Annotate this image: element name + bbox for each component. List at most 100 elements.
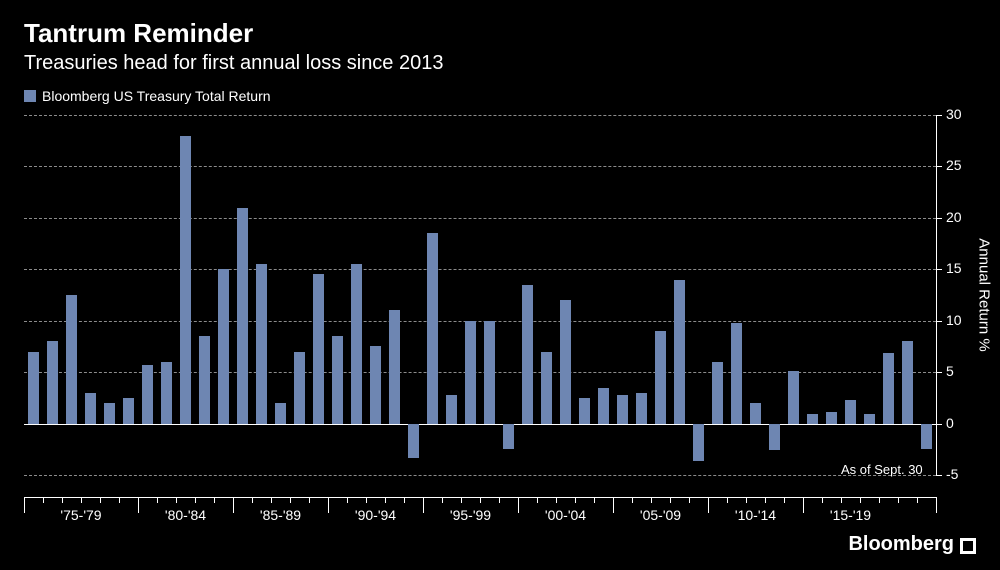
bar xyxy=(693,424,705,461)
bar xyxy=(199,336,211,423)
x-minor-tick xyxy=(195,497,196,503)
x-minor-tick xyxy=(651,497,652,503)
bar xyxy=(826,412,838,423)
legend: Bloomberg US Treasury Total Return xyxy=(24,88,271,104)
x-minor-tick xyxy=(290,497,291,503)
chart-container: Tantrum Reminder Treasuries head for fir… xyxy=(0,0,1000,570)
y-tick-mark xyxy=(936,115,942,116)
x-minor-tick xyxy=(784,497,785,503)
bar xyxy=(256,264,268,423)
y-tick-mark xyxy=(936,269,942,270)
legend-swatch xyxy=(24,90,36,102)
bar xyxy=(788,371,800,423)
bar xyxy=(883,353,895,424)
x-major-tick xyxy=(423,497,424,513)
y-tick-mark xyxy=(936,424,942,425)
zero-line xyxy=(24,424,936,425)
x-group-label: '15-'19 xyxy=(830,507,871,523)
bar xyxy=(541,352,553,424)
bar xyxy=(427,233,439,423)
source-label: Bloomberg xyxy=(848,533,954,556)
bar xyxy=(522,285,534,424)
x-minor-tick xyxy=(860,497,861,503)
x-minor-tick xyxy=(176,497,177,503)
x-minor-tick xyxy=(309,497,310,503)
x-group-label: '95-'99 xyxy=(450,507,491,523)
bar xyxy=(389,310,401,423)
bar xyxy=(237,208,249,424)
bar xyxy=(408,424,420,458)
x-group-label: '75-'79 xyxy=(60,507,101,523)
x-minor-tick xyxy=(252,497,253,503)
x-major-tick xyxy=(708,497,709,513)
bar xyxy=(66,295,78,424)
bar xyxy=(446,395,458,424)
gridline xyxy=(24,115,936,116)
y-tick-label: 20 xyxy=(946,209,996,225)
bar xyxy=(579,398,591,424)
x-minor-tick xyxy=(214,497,215,503)
y-tick-mark xyxy=(936,372,942,373)
x-minor-tick xyxy=(575,497,576,503)
bar xyxy=(712,362,724,424)
y-tick-label: 5 xyxy=(946,363,996,379)
y-tick-label: 30 xyxy=(946,106,996,122)
bar xyxy=(123,398,135,424)
bar xyxy=(845,400,857,424)
bar xyxy=(142,365,154,424)
x-minor-tick xyxy=(366,497,367,503)
bar xyxy=(313,274,325,423)
x-minor-tick xyxy=(917,497,918,503)
x-minor-tick xyxy=(385,497,386,503)
gridline xyxy=(24,321,936,322)
bar xyxy=(104,403,116,424)
bar xyxy=(598,388,610,424)
y-axis-line xyxy=(936,115,937,475)
x-minor-tick xyxy=(100,497,101,503)
bar xyxy=(294,352,306,424)
x-minor-tick xyxy=(841,497,842,503)
x-minor-tick xyxy=(157,497,158,503)
x-minor-tick xyxy=(689,497,690,503)
chart-title: Tantrum Reminder xyxy=(24,18,253,49)
y-axis-title: Annual Return % xyxy=(976,238,993,351)
x-major-tick xyxy=(803,497,804,513)
bar xyxy=(731,323,743,424)
chart-subtitle: Treasuries head for first annual loss si… xyxy=(24,52,443,75)
x-group-label: '00-'04 xyxy=(545,507,586,523)
gridline xyxy=(24,475,936,476)
bar xyxy=(484,321,496,424)
x-minor-tick xyxy=(879,497,880,503)
x-minor-tick xyxy=(81,497,82,503)
x-minor-tick xyxy=(670,497,671,503)
x-minor-tick xyxy=(898,497,899,503)
x-minor-tick xyxy=(632,497,633,503)
bar xyxy=(218,269,230,423)
y-tick-mark xyxy=(936,218,942,219)
x-group-label: '90-'94 xyxy=(355,507,396,523)
y-tick-mark xyxy=(936,166,942,167)
bar xyxy=(47,341,59,423)
bar xyxy=(674,280,686,424)
x-major-tick xyxy=(328,497,329,513)
gridline xyxy=(24,269,936,270)
x-minor-tick xyxy=(746,497,747,503)
bar xyxy=(655,331,667,424)
bar xyxy=(636,393,648,424)
legend-label: Bloomberg US Treasury Total Return xyxy=(42,88,271,104)
bar xyxy=(465,321,477,424)
x-major-tick xyxy=(936,497,937,513)
bar xyxy=(332,336,344,423)
bar xyxy=(864,414,876,423)
bar xyxy=(28,352,40,424)
x-minor-tick xyxy=(461,497,462,503)
gridline xyxy=(24,166,936,167)
x-minor-tick xyxy=(556,497,557,503)
y-tick-label: 25 xyxy=(946,157,996,173)
x-minor-tick xyxy=(119,497,120,503)
x-group-label: '10-'14 xyxy=(735,507,776,523)
y-tick-mark xyxy=(936,475,942,476)
y-tick-label: 0 xyxy=(946,415,996,431)
bar xyxy=(85,393,97,424)
plot-area xyxy=(24,115,936,475)
